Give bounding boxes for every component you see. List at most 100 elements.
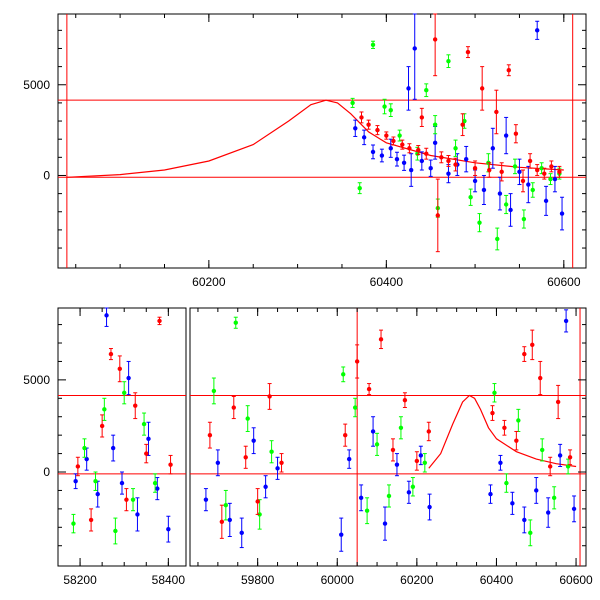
data-marker [96,492,100,496]
data-marker [572,507,576,511]
data-marker [240,531,244,535]
data-point [427,422,431,440]
data-marker [446,59,450,63]
data-marker [420,115,424,119]
data-marker [118,367,122,371]
data-point [419,446,423,464]
data-point [403,393,407,408]
data-point [411,478,415,496]
data-marker [464,157,468,161]
x-tick-label: 60400 [370,275,404,289]
data-point [387,485,391,507]
data-marker [362,135,366,139]
data-point [358,183,362,194]
top-light-curve-panel: 60200 60400 60600 0 5000 [23,14,586,289]
data-marker [263,485,267,489]
data-marker [358,186,362,190]
data-marker [232,405,236,409]
data-marker [339,532,343,536]
data-marker [366,122,370,126]
data-marker [466,50,470,54]
data-point [464,146,468,171]
data-marker [350,101,354,105]
data-point [371,41,375,48]
data-marker [453,146,457,150]
data-point [399,417,403,439]
data-marker [522,352,526,356]
data-marker [389,146,393,150]
data-marker [473,166,477,170]
data-point [142,413,146,435]
data-point [224,490,228,519]
x-tick-label: 60600 [559,573,593,587]
x-tick-label: 60600 [547,275,581,289]
data-point [406,67,410,111]
y-tick-label: 0 [43,465,50,479]
data-marker [540,448,544,452]
data-marker [402,161,406,165]
data-marker [504,202,508,206]
data-marker [549,164,553,168]
data-marker [514,438,518,442]
data-point [530,330,534,359]
data-point [477,214,481,232]
data-point [168,455,172,473]
data-point [275,457,279,479]
data-point [104,308,108,326]
data-point [564,310,568,332]
data-marker [535,28,539,32]
data-marker [279,461,283,465]
data-marker [379,337,383,341]
data-point [397,130,401,141]
data-point [427,494,431,520]
data-point [395,454,399,476]
data-marker [406,86,410,90]
data-marker [504,133,508,137]
data-point [122,382,126,404]
data-point [155,478,159,500]
data-marker [391,139,395,143]
data-marker [433,141,437,145]
y-tick-label: 5000 [23,78,50,92]
data-marker [144,451,148,455]
data-marker [89,518,93,522]
data-point [402,155,406,170]
data-marker [460,122,464,126]
data-marker [424,152,428,156]
data-marker [365,509,369,513]
data-point [113,518,117,544]
data-point [424,84,428,97]
data-point [124,489,128,511]
data-point [391,439,395,461]
data-point [100,415,104,437]
data-point [482,175,486,204]
data-point [384,132,388,139]
data-marker [371,150,375,154]
data-point [343,424,347,446]
data-point [232,396,236,418]
data-marker [375,128,379,132]
data-marker [502,426,506,430]
data-point [558,444,562,466]
data-marker [530,343,534,347]
data-marker [111,446,115,450]
data-marker [504,481,508,485]
light-curve-figure: 60200 60400 6060005000 58200 58400050005980… [0,0,600,600]
data-point [407,481,411,503]
data-marker [420,159,424,163]
plot-frame [190,308,586,566]
data-point [535,21,539,39]
data-point [544,186,548,215]
data-marker [507,68,511,72]
data-point [553,166,557,191]
data-point [420,152,424,170]
data-marker [343,433,347,437]
data-marker [204,497,208,501]
data-point [365,498,369,524]
data-point [433,14,437,76]
data-point [146,422,150,455]
data-point [212,378,216,404]
data-marker [558,453,562,457]
data-marker [415,459,419,463]
data-marker [487,168,491,172]
